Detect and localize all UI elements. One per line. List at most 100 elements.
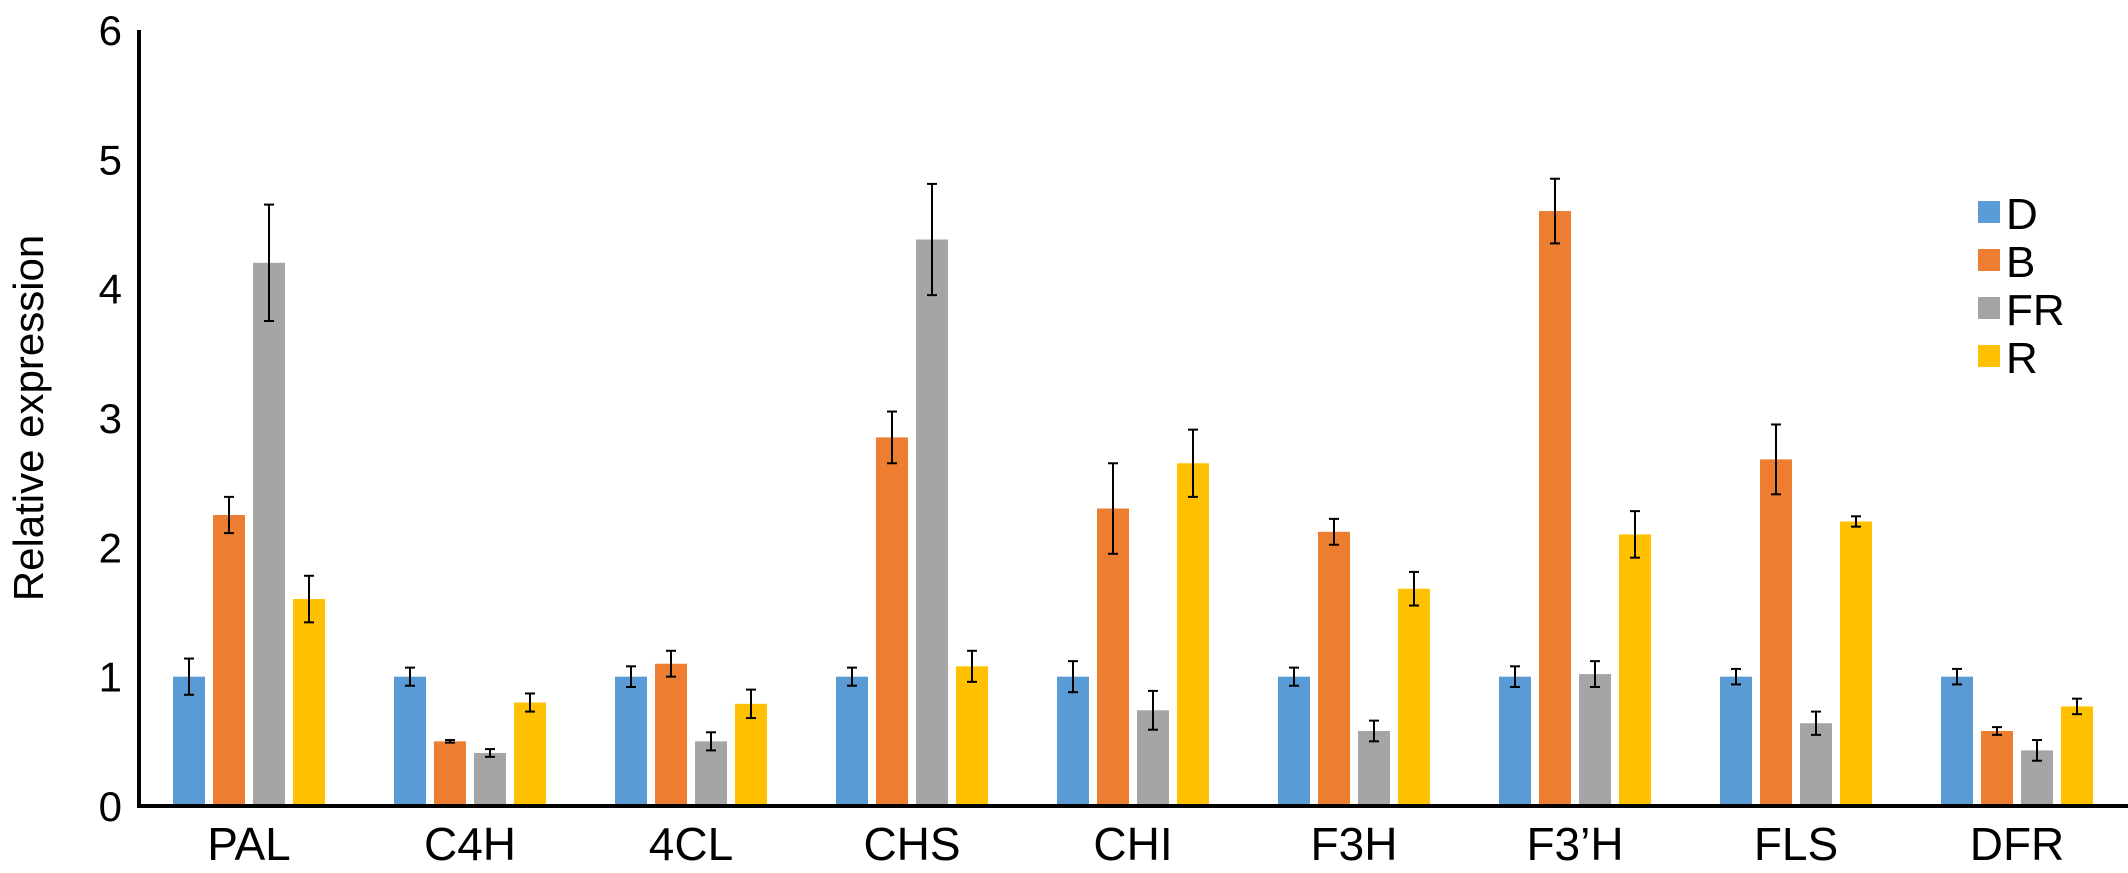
error-bar-r-4 xyxy=(1188,428,1198,498)
legend-label: R xyxy=(2006,334,2038,383)
bar-d-3 xyxy=(836,676,868,806)
bar-r-4 xyxy=(1177,463,1209,806)
x-tick-label: 4CL xyxy=(649,818,733,868)
bar-b-6 xyxy=(1539,211,1571,807)
error-bar-fr-5 xyxy=(1369,719,1379,743)
bar-fr-6 xyxy=(1579,674,1611,806)
error-bar-b-7 xyxy=(1771,423,1781,496)
bar-d-4 xyxy=(1057,676,1089,806)
bar-b-1 xyxy=(434,741,466,806)
error-bar-fr-7 xyxy=(1811,710,1821,736)
error-bar-d-5 xyxy=(1289,666,1299,687)
legend-swatch xyxy=(1978,297,2000,319)
error-bar-fr-4 xyxy=(1148,689,1158,731)
y-tick-label: 1 xyxy=(99,654,122,701)
error-bar-fr-2 xyxy=(706,731,716,752)
bar-b-2 xyxy=(655,663,687,806)
bar-fr-0 xyxy=(253,262,285,806)
bar-d-1 xyxy=(394,676,426,806)
bar-r-7 xyxy=(1840,521,1872,806)
bar-r-1 xyxy=(514,702,546,806)
legend-label: D xyxy=(2006,190,2038,239)
axes-layer xyxy=(137,30,2128,808)
x-tick-label: C4H xyxy=(424,818,516,868)
error-bar-d-4 xyxy=(1068,660,1078,694)
error-bar-d-3 xyxy=(847,666,857,687)
bar-b-7 xyxy=(1760,459,1792,806)
y-tick-label: 4 xyxy=(99,266,122,313)
error-bar-fr-3 xyxy=(927,182,937,297)
bar-b-0 xyxy=(213,515,245,806)
error-bar-r-8 xyxy=(2072,697,2082,716)
legend-swatch xyxy=(1978,249,2000,271)
legend-swatch xyxy=(1978,201,2000,223)
error-bar-fr-8 xyxy=(2032,739,2042,762)
y-tick-label: 2 xyxy=(99,524,122,571)
bar-r-0 xyxy=(293,599,325,806)
error-bar-fr-6 xyxy=(1590,660,1600,689)
error-bar-d-2 xyxy=(626,665,636,689)
error-bar-r-3 xyxy=(967,649,977,683)
bar-r-6 xyxy=(1619,534,1651,806)
x-tick-label: F3H xyxy=(1311,818,1398,868)
legend-item-b: B xyxy=(1978,238,2035,287)
legend-item-d: D xyxy=(1978,190,2038,239)
error-bar-b-2 xyxy=(666,649,676,678)
error-bar-r-2 xyxy=(746,688,756,720)
bar-b-8 xyxy=(1981,730,2013,806)
y-axis-title: Relative expression xyxy=(5,235,52,602)
error-bar-b-3 xyxy=(887,410,897,465)
x-tick-label: DFR xyxy=(1970,818,2065,868)
x-tick-labels: PAL C4H 4CL CHS CHI F3H F3’H FLS DFR xyxy=(207,818,2065,870)
error-bar-d-0 xyxy=(184,657,194,696)
bar-b-3 xyxy=(876,437,908,806)
y-tick-label: 5 xyxy=(99,136,122,183)
x-tick-label: FLS xyxy=(1754,818,1838,868)
error-bars-layer xyxy=(184,177,2082,762)
y-tick-labels: 0 1 2 3 4 5 6 xyxy=(99,7,122,830)
bar-d-6 xyxy=(1499,676,1531,806)
error-bar-d-8 xyxy=(1952,667,1962,686)
error-bar-d-6 xyxy=(1510,665,1520,689)
error-bar-fr-0 xyxy=(264,203,274,322)
bar-d-2 xyxy=(615,676,647,806)
bar-fr-7 xyxy=(1800,723,1832,806)
y-tick-label: 3 xyxy=(99,395,122,442)
legend-swatch xyxy=(1978,345,2000,367)
bar-r-3 xyxy=(956,666,988,806)
error-bar-b-5 xyxy=(1329,517,1339,546)
bars-layer xyxy=(173,211,2093,807)
error-bar-b-0 xyxy=(224,495,234,535)
error-bar-d-7 xyxy=(1731,667,1741,686)
x-tick-label: CHS xyxy=(863,818,960,868)
bar-r-2 xyxy=(735,703,767,806)
error-bar-r-0 xyxy=(304,574,314,624)
y-tick-label: 6 xyxy=(99,7,122,54)
legend-item-fr: FR xyxy=(1978,286,2065,335)
bar-r-5 xyxy=(1398,588,1430,806)
error-bar-r-6 xyxy=(1630,510,1640,559)
bar-b-5 xyxy=(1318,531,1350,806)
bar-d-0 xyxy=(173,676,205,806)
x-tick-label: CHI xyxy=(1093,818,1172,868)
error-bar-fr-1 xyxy=(485,748,495,758)
error-bar-r-7 xyxy=(1851,515,1861,528)
error-bar-b-1 xyxy=(445,739,455,744)
bar-d-5 xyxy=(1278,676,1310,806)
bar-r-8 xyxy=(2061,706,2093,806)
bar-d-8 xyxy=(1941,676,1973,806)
legend-label: FR xyxy=(2006,286,2065,335)
bar-fr-5 xyxy=(1358,730,1390,806)
error-bar-d-1 xyxy=(405,666,415,687)
error-bar-b-8 xyxy=(1992,726,2002,736)
error-bar-b-6 xyxy=(1550,177,1560,245)
legend-label: B xyxy=(2006,238,2035,287)
error-bar-b-4 xyxy=(1108,462,1118,555)
x-tick-label: F3’H xyxy=(1526,818,1623,868)
bar-fr-1 xyxy=(474,752,506,806)
error-bar-r-5 xyxy=(1409,570,1419,607)
legend-item-r: R xyxy=(1978,334,2038,383)
bar-b-4 xyxy=(1097,508,1129,806)
